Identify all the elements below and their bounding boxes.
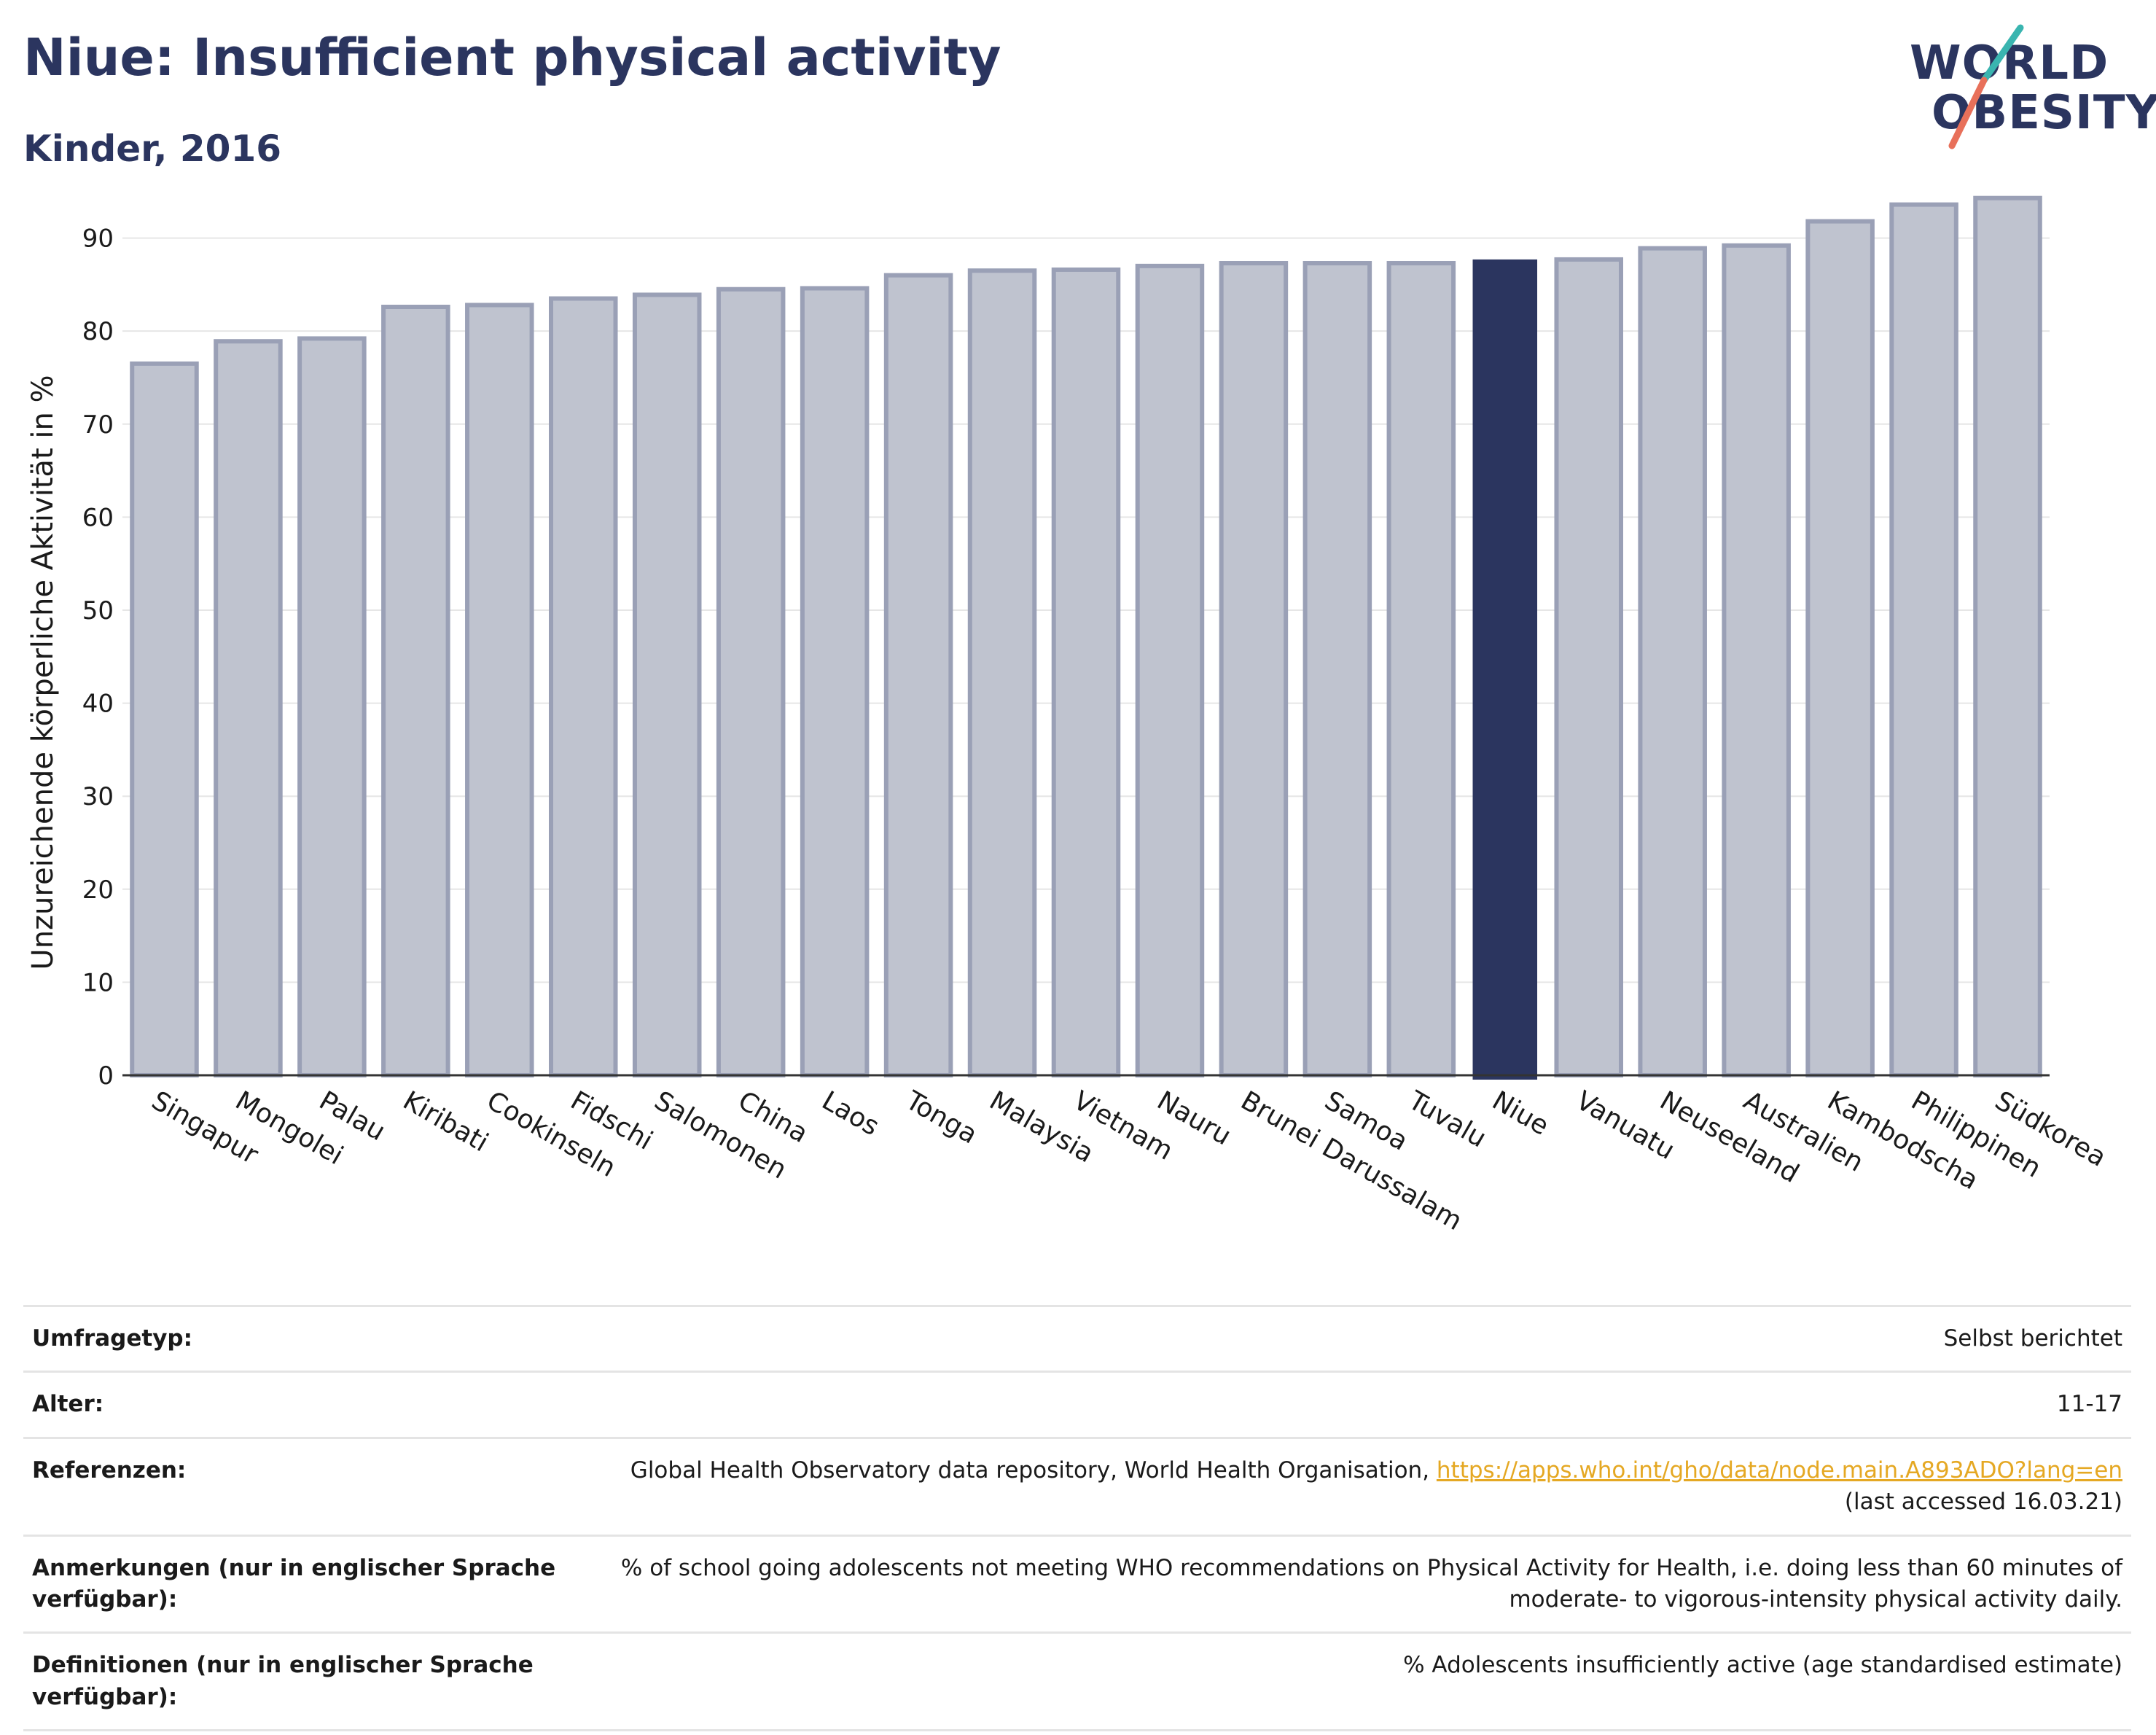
bar-vietnam <box>1051 267 1121 1078</box>
y-tick-label: 70 <box>82 410 114 440</box>
bar-tuvalu <box>1386 261 1456 1077</box>
bar-brunei-darussalam <box>1219 261 1289 1077</box>
meta-value: Selbst berichtet <box>566 1304 2131 1372</box>
meta-value: Global Health Observatory data repositor… <box>566 1436 2131 1536</box>
x-tick-label: Tonga <box>900 1085 983 1150</box>
bar-malaysia <box>967 268 1037 1077</box>
meta-label: Anmerkungen (nur in englischer Sprache v… <box>23 1534 566 1633</box>
meta-row-definitions: Definitionen (nur in englischer Sprache … <box>23 1631 2131 1732</box>
bar-niue <box>1472 259 1538 1080</box>
bar-australien <box>1722 243 1791 1077</box>
meta-row-survey-type: Umfragetyp: Selbst berichtet <box>23 1304 2131 1372</box>
x-tick-label: Kiribati <box>398 1085 493 1158</box>
y-tick-label: 80 <box>82 317 114 346</box>
bar-chart: 0 10 20 30 40 50 60 70 80 90 SingapurMongoleiPala… <box>26 195 2111 1236</box>
y-tick-label: 20 <box>82 876 114 905</box>
bar-neuseeland <box>1638 246 1707 1077</box>
y-tick-label: 90 <box>82 225 114 254</box>
meta-value: % of school going adolescents not meetin… <box>566 1534 2131 1633</box>
meta-label: Umfragetyp: <box>23 1304 566 1372</box>
bar-philippinen <box>1889 202 1958 1077</box>
bar-kiribati <box>381 304 450 1077</box>
bar-kambodscha <box>1805 219 1875 1077</box>
x-tick-label: Tuvalu <box>1402 1085 1491 1154</box>
bar-laos <box>800 286 870 1077</box>
meta-row-references: Referenzen: Global Health Observatory da… <box>23 1436 2131 1536</box>
bar-fidschi <box>549 296 618 1077</box>
reference-accessed: (last accessed 16.03.21) <box>1844 1489 2122 1516</box>
bar-samoa <box>1302 261 1372 1077</box>
meta-label: Referenzen: <box>23 1436 566 1536</box>
bar-china <box>716 286 786 1078</box>
bars <box>130 195 2042 1080</box>
metadata-table: Umfragetyp: Selbst berichtet Alter: 11-1… <box>23 1304 2131 1732</box>
bar-nauru <box>1135 263 1205 1077</box>
reference-link[interactable]: https://apps.who.int/gho/data/node.main.… <box>1436 1457 2122 1483</box>
bar-südkorea <box>1973 195 2042 1077</box>
meta-label: Alter: <box>23 1371 566 1438</box>
bar-vanuatu <box>1554 257 1623 1077</box>
bar-tonga <box>883 273 953 1078</box>
meta-value: % Adolescents insufficiently active (age… <box>566 1631 2131 1732</box>
y-tick-label: 50 <box>82 596 114 625</box>
meta-value: 11-17 <box>566 1371 2131 1438</box>
x-tick-label: Laos <box>817 1085 884 1142</box>
y-tick-label: 40 <box>82 690 114 719</box>
y-tick-label: 60 <box>82 503 114 532</box>
reference-text: Global Health Observatory data repositor… <box>630 1457 1437 1483</box>
y-tick-label: 30 <box>82 782 114 811</box>
world-obesity-logo: WORLD OBESITY <box>1895 22 2156 160</box>
bar-mongolei <box>214 339 283 1077</box>
chart-subtitle: Kinder, 2016 <box>23 128 282 170</box>
y-tick-label: 10 <box>82 968 114 997</box>
y-tick-label: 0 <box>98 1061 114 1091</box>
meta-label: Definitionen (nur in englischer Sprache … <box>23 1631 566 1732</box>
y-axis-title: Unzureichende körperliche Aktivität in % <box>26 375 60 970</box>
bar-singapur <box>130 361 199 1077</box>
bar-palau <box>297 336 367 1077</box>
chart-title: Niue: Insufficient physical activity <box>23 28 1001 87</box>
logo-slash-icon <box>1948 24 2024 149</box>
y-tick-labels: 0 10 20 30 40 50 60 70 80 90 <box>82 225 114 1091</box>
meta-row-age: Alter: 11-17 <box>23 1371 2131 1438</box>
x-tick-label: Niue <box>1487 1085 1553 1141</box>
bar-cookinseln <box>465 303 534 1077</box>
meta-row-notes: Anmerkungen (nur in englischer Sprache v… <box>23 1534 2131 1633</box>
bar-salomonen <box>632 292 702 1078</box>
